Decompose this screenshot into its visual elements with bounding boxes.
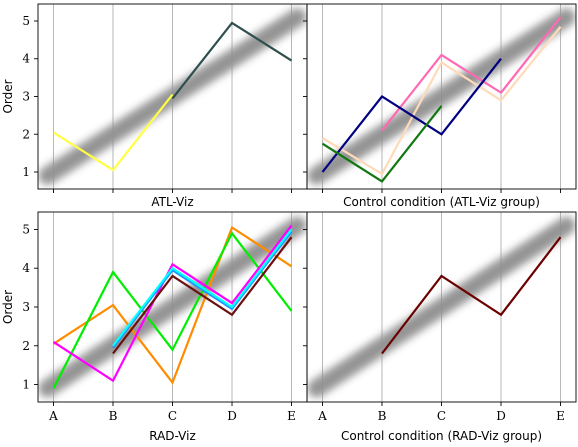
series-line-1 [321,26,562,176]
series-line-2 [52,231,293,389]
chart-panel-3: 1 2 3 4 5 A B C D E RAD-Viz Order [1,211,308,443]
x-tick-label: B [109,409,118,423]
y-tick-label: 5 [22,14,30,28]
y-tick-label: 2 [22,127,30,141]
y-tick-label: 4 [22,261,30,275]
x-axis-label: RAD-Viz [149,429,196,443]
series-line-2 [381,16,562,132]
y-axis-label: Order [1,79,15,113]
series-line-3 [52,224,293,383]
chart-panel-1: 1 2 3 4 5 ATL-Viz Order [1,3,308,209]
series-line-1 [52,225,293,385]
y-tick-label: 3 [22,300,30,314]
x-tick-label: A [317,409,327,423]
y-tick-label: 4 [22,52,30,66]
plot-area [38,4,307,189]
x-axis-label: ATL-Viz [151,195,193,209]
series-line-1 [381,236,562,355]
x-tick-label: A [48,409,58,423]
x-tick-label: E [287,409,296,423]
x-tick-label: D [496,409,506,423]
x-tick-label: C [168,409,177,423]
series-line-5 [112,228,293,347]
y-tick-label: 1 [22,378,30,392]
reference-band [307,216,576,398]
x-tick-label: C [437,409,446,423]
x-axis-label: Control condition (RAD-Viz group) [341,429,542,443]
reference-band [38,216,307,398]
series-line-3 [321,58,502,173]
plot-area [307,4,576,189]
series-line-1 [52,93,174,172]
series-line-4 [321,105,443,183]
y-axis-label: Order [1,290,15,324]
x-tick-label: B [378,409,387,423]
y-tick-label: 5 [22,222,30,236]
chart-panel-4: A B C D E Control condition (RAD-Viz group) [303,211,577,443]
series-line-2 [171,21,293,100]
y-tick-label: 2 [22,339,30,353]
series-line-4 [112,230,293,349]
plot-area [38,212,307,402]
series-line-6 [112,236,293,355]
x-axis-label: Control condition (ATL-Viz group) [343,195,540,209]
x-tick-label: E [556,409,565,423]
y-tick-label: 1 [22,165,30,179]
reference-band [307,8,576,185]
plot-area [307,212,576,402]
y-tick-label: 3 [22,90,30,104]
reference-band [38,8,307,185]
x-tick-label: D [227,409,237,423]
chart-panel-2: Control condition (ATL-Viz group) [303,3,577,209]
